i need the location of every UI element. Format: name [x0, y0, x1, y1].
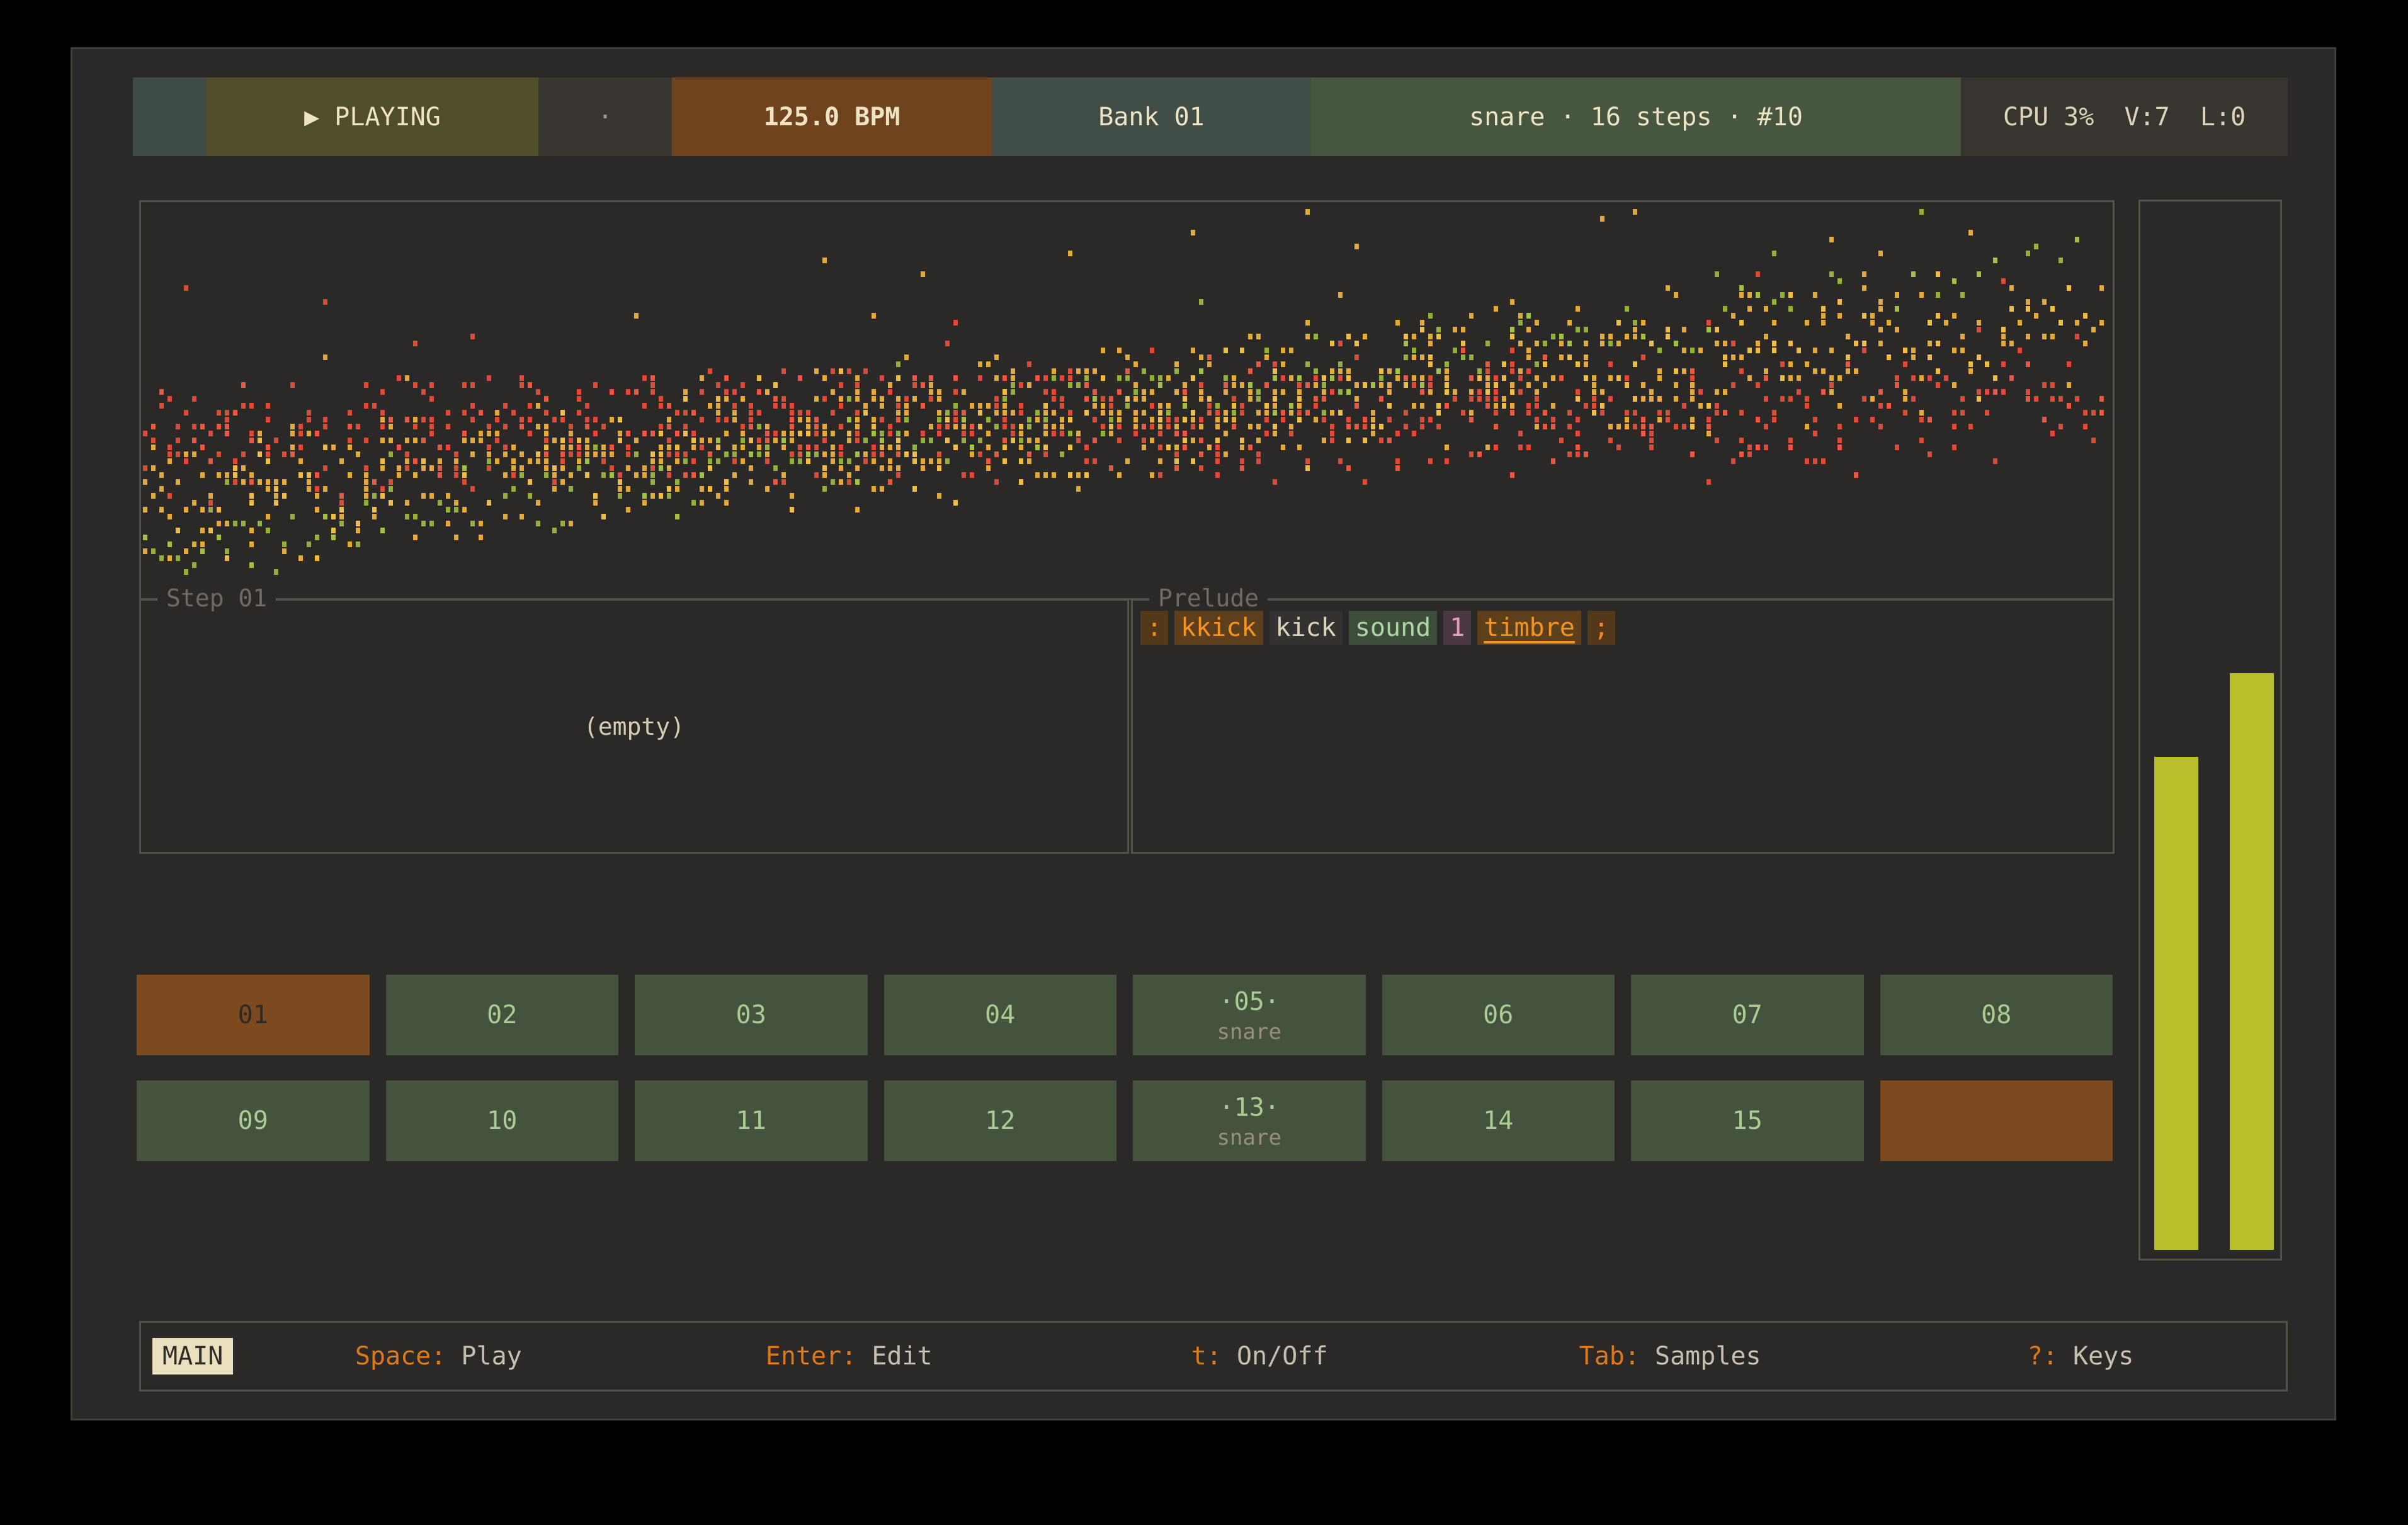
bottom-hint-bar: MAIN Space: PlayEnter: Editt: On/OffTab:…: [139, 1321, 2288, 1392]
hint-t: t: On/Off: [1054, 1342, 1465, 1371]
hint-key: ?:: [2028, 1342, 2058, 1371]
step-cell-label: 11: [736, 1106, 766, 1135]
step-cell-sublabel: snare: [1217, 1127, 1281, 1148]
hint-description: Edit: [856, 1342, 932, 1371]
system-status: CPU 3% V:7 L:0: [1961, 77, 2288, 156]
step-cell-label: 09: [238, 1106, 268, 1135]
transport-status[interactable]: ▶ PLAYING: [207, 77, 538, 156]
step-cell-4[interactable]: 04: [884, 975, 1117, 1055]
prelude-token-7[interactable]: ;: [1587, 611, 1615, 645]
prelude-token-3[interactable]: kick: [1269, 611, 1343, 645]
mode-badge: MAIN: [152, 1338, 233, 1375]
step-cell-label: 06: [1483, 1001, 1513, 1029]
prelude-token-2[interactable]: kkick: [1174, 611, 1263, 645]
step-cell-6[interactable]: 06: [1382, 975, 1615, 1055]
track-info[interactable]: snare · 16 steps · #10: [1311, 77, 1961, 156]
prelude-token-6[interactable]: timbre: [1477, 611, 1581, 645]
prelude-panel-title: Prelude: [1149, 584, 1268, 612]
step-cell-9[interactable]: 09: [137, 1080, 370, 1161]
step-cell-8[interactable]: 08: [1880, 975, 2113, 1055]
pattern-scatter-visualization: [141, 202, 2113, 598]
step-detail-panel: Step 01 (empty): [139, 599, 1129, 854]
step-cell-label: 10: [487, 1106, 517, 1135]
app-window: ▶ PLAYING · 125.0 BPM Bank 01 snare · 16…: [71, 47, 2336, 1420]
step-cell-label: 02: [487, 1001, 517, 1029]
prelude-token-4[interactable]: sound: [1349, 611, 1437, 645]
hint-key: Space:: [355, 1342, 446, 1371]
prelude-token-1[interactable]: :: [1140, 611, 1168, 645]
step-cell-7[interactable]: 07: [1631, 975, 1864, 1055]
bank-display[interactable]: Bank 01: [992, 77, 1311, 156]
step-cell-label: 08: [1981, 1001, 2011, 1029]
key-hints: Space: PlayEnter: Editt: On/OffTab: Samp…: [233, 1342, 2286, 1371]
hint-description: Play: [446, 1342, 521, 1371]
prelude-panel: Prelude :kkickkicksound1timbre;: [1131, 599, 2115, 854]
step-cell-12[interactable]: 12: [884, 1080, 1117, 1161]
step-cell-11[interactable]: 11: [635, 1080, 868, 1161]
step-cell-label: 14: [1483, 1106, 1513, 1135]
step-grid: 01 02 03 04 ·05· snare 06 07 08 09 10 11 12 ·13· snare…: [137, 975, 2113, 1161]
hint-description: Samples: [1640, 1342, 1761, 1371]
bpm-display[interactable]: 125.0 BPM: [672, 77, 992, 156]
step-cell-label: 12: [985, 1106, 1015, 1135]
step-cell-label: ·13·: [1219, 1093, 1280, 1122]
hint-?: ?: Keys: [1875, 1342, 2286, 1371]
level-meter-right-bar: [2230, 673, 2274, 1250]
prelude-token-5[interactable]: 1: [1443, 611, 1471, 645]
hint-description: On/Off: [1222, 1342, 1328, 1371]
step-cell-15[interactable]: 15: [1631, 1080, 1864, 1161]
topbar-separator: ·: [538, 77, 672, 156]
transport-stub: [133, 77, 207, 156]
hint-description: Keys: [2058, 1342, 2133, 1371]
step-cell-16[interactable]: [1880, 1080, 2113, 1161]
level-meter-panel: [2138, 200, 2282, 1261]
prelude-code-line[interactable]: :kkickkicksound1timbre;: [1140, 611, 1615, 645]
step-cell-2[interactable]: 02: [386, 975, 619, 1055]
hint-key: Enter:: [766, 1342, 857, 1371]
hint-key: Tab:: [1579, 1342, 1640, 1371]
step-cell-3[interactable]: 03: [635, 975, 868, 1055]
level-meter-left-bar: [2154, 757, 2198, 1250]
hint-enter: Enter: Edit: [644, 1342, 1054, 1371]
hint-tab: Tab: Samples: [1465, 1342, 1875, 1371]
step-cell-13[interactable]: ·13· snare: [1133, 1080, 1366, 1161]
hint-space: Space: Play: [233, 1342, 644, 1371]
step-cell-label: 01: [238, 1001, 268, 1029]
hint-key: t:: [1191, 1342, 1222, 1371]
step-cell-label: 03: [736, 1001, 766, 1029]
top-status-bar: ▶ PLAYING · 125.0 BPM Bank 01 snare · 16…: [133, 77, 2288, 156]
step-cell-5[interactable]: ·05· snare: [1133, 975, 1366, 1055]
step-cell-label: ·05·: [1219, 987, 1280, 1016]
step-cell-label: 04: [985, 1001, 1015, 1029]
step-cell-10[interactable]: 10: [386, 1080, 619, 1161]
step-cell-1[interactable]: 01: [137, 975, 370, 1055]
step-cell-sublabel: snare: [1217, 1021, 1281, 1043]
step-cell-label: 07: [1732, 1001, 1763, 1029]
step-empty-label: (empty): [141, 601, 1127, 852]
step-cell-14[interactable]: 14: [1382, 1080, 1615, 1161]
pattern-visualizer-panel: [139, 200, 2115, 600]
step-cell-label: 15: [1732, 1106, 1763, 1135]
